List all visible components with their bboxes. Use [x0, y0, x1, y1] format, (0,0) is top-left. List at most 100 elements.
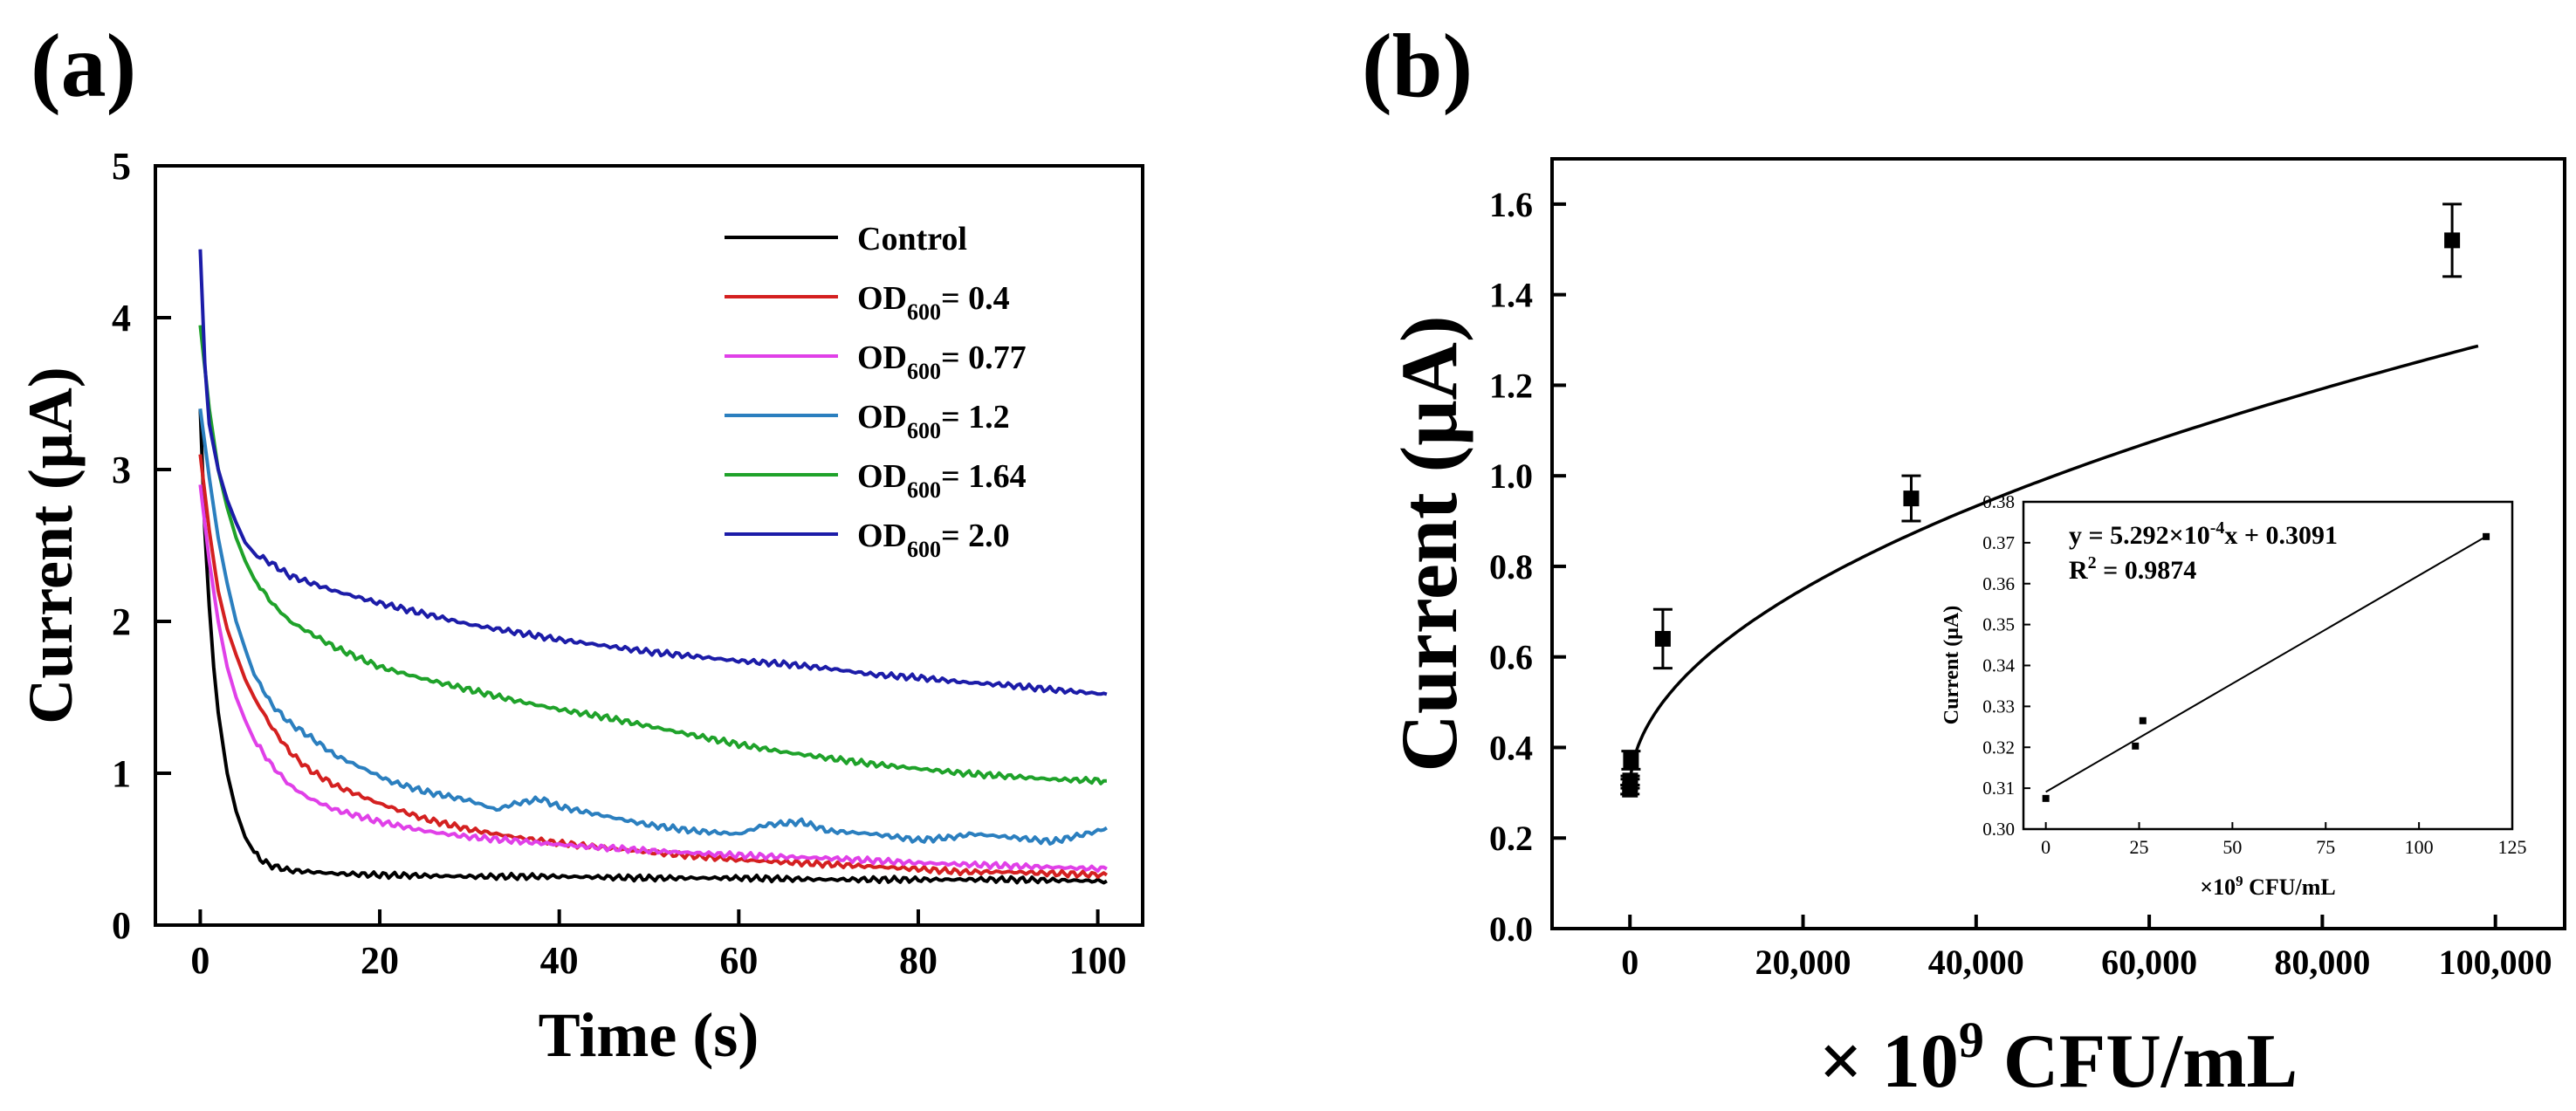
fit-curve-line: [1628, 344, 2479, 790]
x-tick-label: 100,000: [2439, 943, 2552, 982]
inset-y-tick-label: 0.36: [1982, 573, 2015, 594]
inset-fit-line-path: [2045, 535, 2487, 793]
y-tick-label: 0.2: [1489, 819, 1533, 858]
legend-prefix: Control: [857, 221, 967, 257]
inset-x-tick-label: 100: [2405, 836, 2434, 858]
data-point-5: [1901, 474, 1921, 523]
legend-prefix: OD: [857, 399, 907, 435]
legend-entry-4: OD600= 1.64: [857, 458, 1027, 503]
panel-b-x-label-sup: 9: [1959, 1012, 1984, 1068]
inset-x-tick-label: 50: [2222, 836, 2242, 858]
panel-b-inset: 0 25 50 75 100 125 0.30 0.31 0.32 0.33 0.34 0.35 0.3…: [1941, 491, 2527, 900]
inset-x-axis-label: ×109 CFU/mL: [2200, 873, 2336, 900]
inset-fit-line: [2045, 535, 2487, 793]
inset-point-2: [2139, 717, 2147, 724]
inset-y-tick-label: 0.34: [1982, 655, 2015, 676]
y-tick-label: 0.0: [1489, 909, 1533, 949]
inset-point-0: [2042, 794, 2050, 802]
y-tick-label: 0.8: [1489, 547, 1533, 586]
legend-suffix: = 1.64: [941, 458, 1027, 495]
legend-prefix: OD: [857, 339, 907, 376]
series-line-0: [198, 408, 1108, 885]
data-point-3: [1621, 750, 1641, 771]
inset-equation-suffix: x + 0.3091: [2224, 521, 2338, 550]
point-marker: [1903, 490, 1920, 507]
inset-r2-sup: 2: [2088, 553, 2097, 573]
panel-b-ticks: 0 20,000 40,000 60,000 80,000 100,000 0.0 0.2 0.…: [1489, 185, 2552, 982]
inset-y-tick-label: 0.35: [1982, 614, 2015, 635]
x-tick-label: 0: [190, 939, 210, 982]
legend-sub: 600: [907, 418, 941, 443]
inset-ticks: 0 25 50 75 100 125 0.30 0.31 0.32 0.33 0.34 0.35 0.3…: [1982, 491, 2526, 858]
legend-entry-0: Control: [857, 221, 967, 257]
inset-plot-frame: [2022, 500, 2514, 831]
panel-b-x-label-suffix: CFU/mL: [1984, 1019, 2298, 1104]
y-tick-label: 3: [112, 449, 131, 491]
inset-y-axis-label: Current (μA): [1941, 606, 1963, 724]
inset-y-tick-label: 0.38: [1982, 491, 2015, 512]
legend-sub: 600: [907, 299, 941, 325]
x-tick-label: 40,000: [1928, 943, 2024, 982]
inset-point-1: [2132, 742, 2140, 750]
y-tick-label: 5: [112, 145, 131, 188]
series-line-1: [198, 454, 1109, 879]
x-tick-label: 0: [1621, 943, 1638, 982]
x-tick-label: 40: [540, 939, 579, 982]
x-tick-label: 60,000: [2101, 943, 2197, 982]
legend-prefix: OD: [857, 518, 907, 554]
data-point-2: [1620, 772, 1640, 789]
y-tick-label: 0: [112, 904, 131, 947]
legend-prefix: OD: [857, 458, 907, 495]
x-tick-label: 80,000: [2274, 943, 2370, 982]
legend-entry-1: OD600= 0.4: [857, 280, 1010, 325]
point-marker: [1654, 630, 1671, 647]
series-line-3: [198, 408, 1108, 846]
inset-equation: y = 5.292×10-4x + 0.3091: [2069, 518, 2338, 550]
x-tick-label: 100: [1069, 939, 1127, 982]
series-line-5: [198, 249, 1108, 696]
inset-r2-suffix: = 0.9874: [2097, 556, 2197, 585]
panel-a-y-axis-label: Current (μA): [16, 367, 86, 724]
legend-suffix: = 2.0: [941, 518, 1010, 554]
legend-sub: 600: [907, 477, 941, 503]
y-tick-label: 1.4: [1489, 276, 1533, 315]
panel-a-series: [198, 249, 1109, 885]
legend-suffix: = 1.2: [941, 399, 1010, 435]
panel-b-x-axis-label: × 109 CFU/mL: [1819, 1012, 2298, 1104]
series-line-4: [198, 325, 1107, 785]
data-point-4: [1652, 607, 1673, 670]
legend-sub: 600: [907, 359, 941, 384]
panel-b: (b) 0 20,000 40,000 60,000 80,000 100,0000.00…: [1362, 16, 2566, 1104]
panel-a-label: (a): [31, 16, 136, 116]
data-point-6: [2442, 202, 2463, 278]
y-tick-label: 4: [112, 297, 131, 339]
inset-x-label-sup: 9: [2236, 873, 2243, 889]
legend-entry-2: OD600= 0.77: [857, 339, 1027, 384]
legend-sub: 600: [907, 537, 941, 562]
inset-x-tick-label: 125: [2498, 836, 2527, 858]
legend-entry-5: OD600= 2.0: [857, 518, 1010, 562]
inset-equation-prefix: y = 5.292×10: [2069, 521, 2210, 550]
inset-points: [2042, 532, 2490, 802]
inset-equation-sup: -4: [2210, 518, 2225, 538]
inset-x-tick-label: 0: [2041, 836, 2050, 858]
legend-entry-3: OD600= 1.2: [857, 399, 1010, 443]
inset-y-tick-label: 0.33: [1982, 696, 2015, 717]
y-tick-label: 2: [112, 600, 131, 643]
panel-b-x-label-prefix: × 10: [1819, 1019, 1959, 1104]
panel-b-points: [1620, 202, 2463, 798]
panel-b-fit-curve: [1628, 344, 2479, 790]
inset-x-tick-label: 25: [2130, 836, 2149, 858]
y-tick-label: 1: [112, 752, 131, 795]
legend-suffix: = 0.77: [941, 339, 1027, 376]
y-tick-label: 1.0: [1489, 456, 1533, 496]
x-tick-label: 80: [899, 939, 938, 982]
inset-y-tick-label: 0.30: [1982, 819, 2015, 840]
legend-suffix: = 0.4: [941, 280, 1010, 317]
x-tick-label: 20,000: [1755, 943, 1851, 982]
panel-a-x-axis-label: Time (s): [539, 1000, 759, 1070]
x-tick-label: 20: [361, 939, 399, 982]
